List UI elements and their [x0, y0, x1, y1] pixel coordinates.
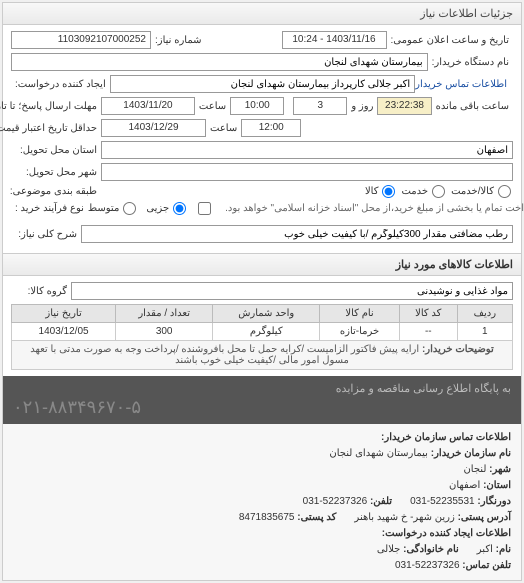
c-city-label: شهر:: [489, 464, 511, 475]
province-field[interactable]: [101, 141, 513, 159]
c-phone: 031-52237326: [303, 496, 368, 507]
desc-field[interactable]: [81, 225, 513, 243]
c-name: اکبر: [477, 544, 493, 555]
time-label-2: ساعت: [206, 123, 241, 134]
desc-label: شرح کلی نیاز:: [11, 229, 81, 240]
c-cphone: 031-52237326: [395, 560, 460, 571]
goods-group-field[interactable]: [71, 282, 513, 300]
col-name: نام کالا: [320, 305, 400, 323]
buy-note: پرداخت تمام یا بخشی از مبلغ خرید،از محل …: [221, 203, 524, 214]
contact-title: اطلاعات تماس سازمان خریدار:: [381, 432, 511, 443]
rb-service[interactable]: خدمت: [401, 185, 447, 198]
goods-section-title: اطلاعات کالاهای مورد نیاز: [3, 253, 521, 276]
c-address: زرین شهر- خ شهید باهنر: [354, 512, 454, 523]
requester-label: ایجاد کننده درخواست:: [11, 79, 110, 90]
col-unit: واحد شمارش: [213, 305, 320, 323]
deadline-label: مهلت ارسال پاسخ؛ تا تاریخ:: [11, 101, 101, 112]
col-code: کد کالا: [399, 305, 457, 323]
remain-days-label: روز و: [347, 101, 377, 112]
goods-group-label: گروه کالا:: [11, 286, 71, 297]
valid-time: 12:00: [241, 119, 301, 137]
valid-date: 1403/12/29: [101, 119, 206, 137]
creator-title: اطلاعات ایجاد کننده درخواست:: [382, 528, 511, 539]
c-province: اصفهان: [449, 480, 480, 491]
need-number: 1103092107000252: [11, 31, 151, 49]
time-label-1: ساعت: [195, 101, 230, 112]
c-city: لنجان: [463, 464, 486, 475]
remain-days: 3: [293, 97, 347, 115]
col-row: ردیف: [457, 305, 512, 323]
need-number-label: شماره نیاز:: [151, 35, 206, 46]
buyer-org-label: نام دستگاه خریدار:: [428, 57, 513, 68]
c-address-label: آدرس پستی:: [458, 512, 511, 523]
buyer-note-row: توضیحات خریدار: ارایه پیش فاکتور الزامیس…: [12, 341, 513, 370]
valid-label: حداقل تاریخ اعتبار قیمت؛ تا تاریخ:: [11, 123, 101, 134]
col-date: تاریخ نیاز: [12, 305, 116, 323]
c-phone-label: تلفن:: [370, 496, 392, 507]
contact-block: اطلاعات تماس سازمان خریدار: نام سازمان خ…: [3, 424, 521, 580]
col-qty: تعداد / مقدار: [116, 305, 213, 323]
announce-label: تاریخ و ساعت اعلان عمومی:: [387, 35, 514, 46]
deadline-date: 1403/11/20: [101, 97, 195, 115]
ribbon-phone: ۰۲۱-۸۸۳۴۹۶۷۰-۵: [13, 397, 511, 418]
city-label: شهر محل تحویل:: [11, 167, 101, 178]
table-row[interactable]: 1 -- خرما-تازه کیلوگرم 300 1403/12/05: [12, 323, 513, 341]
rb-minor[interactable]: جزیی: [146, 202, 188, 215]
c-postal-label: کد پستی:: [297, 512, 336, 523]
c-fax-label: دورنگار:: [477, 496, 511, 507]
remain-rest-label: ساعت باقی مانده: [432, 101, 513, 112]
rb-mid[interactable]: متوسط: [88, 202, 138, 215]
ad-ribbon: به پایگاه اطلاع رسانی مناقصه و مزایده ۰۲…: [3, 376, 521, 424]
goods-table: ردیف کد کالا نام کالا واحد شمارش تعداد /…: [11, 304, 513, 370]
c-org-label: نام سازمان خریدار:: [431, 448, 511, 459]
c-province-label: استان:: [483, 480, 511, 491]
panel-title: جزئیات اطلاعات نیاز: [3, 3, 521, 25]
c-family: جلالی: [377, 544, 401, 555]
subject-class-label: طبقه بندی موضوعی:: [11, 186, 101, 197]
buy-process-label: نوع فرآیند خرید :: [11, 203, 88, 214]
requester-field[interactable]: [110, 75, 415, 93]
form-body: تاریخ و ساعت اعلان عمومی: 1403/11/16 - 1…: [3, 25, 521, 253]
rb-goods-service[interactable]: کالا/خدمت: [451, 185, 513, 198]
announce-value: 1403/11/16 - 10:24: [282, 31, 387, 49]
need-details-panel: جزئیات اطلاعات نیاز تاریخ و ساعت اعلان ع…: [2, 2, 522, 581]
city-field[interactable]: [101, 163, 513, 181]
note-label: توضیحات خریدار:: [422, 344, 494, 355]
c-postal: 8471835675: [239, 512, 295, 523]
rb-goods[interactable]: کالا: [365, 185, 398, 198]
c-name-label: نام:: [496, 544, 511, 555]
buyer-contact-link[interactable]: اطلاعات تماس خریدار: [415, 79, 513, 90]
c-cphone-label: تلفن تماس:: [462, 560, 511, 571]
c-fax: 031-52235531: [410, 496, 475, 507]
buyer-org-field[interactable]: [11, 53, 428, 71]
deadline-time: 10:00: [230, 97, 284, 115]
province-label: استان محل تحویل:: [11, 145, 101, 156]
c-family-label: نام خانوادگی:: [403, 544, 459, 555]
remain-time: 23:22:38: [377, 97, 431, 115]
ribbon-text: به پایگاه اطلاع رسانی مناقصه و مزایده: [13, 382, 511, 395]
cb-treasury[interactable]: [196, 202, 213, 215]
c-org: بیمارستان شهدای لنجان: [329, 448, 428, 459]
note-text: ارایه پیش فاکتور الزامیست /کرایه حمل تا …: [30, 344, 419, 366]
